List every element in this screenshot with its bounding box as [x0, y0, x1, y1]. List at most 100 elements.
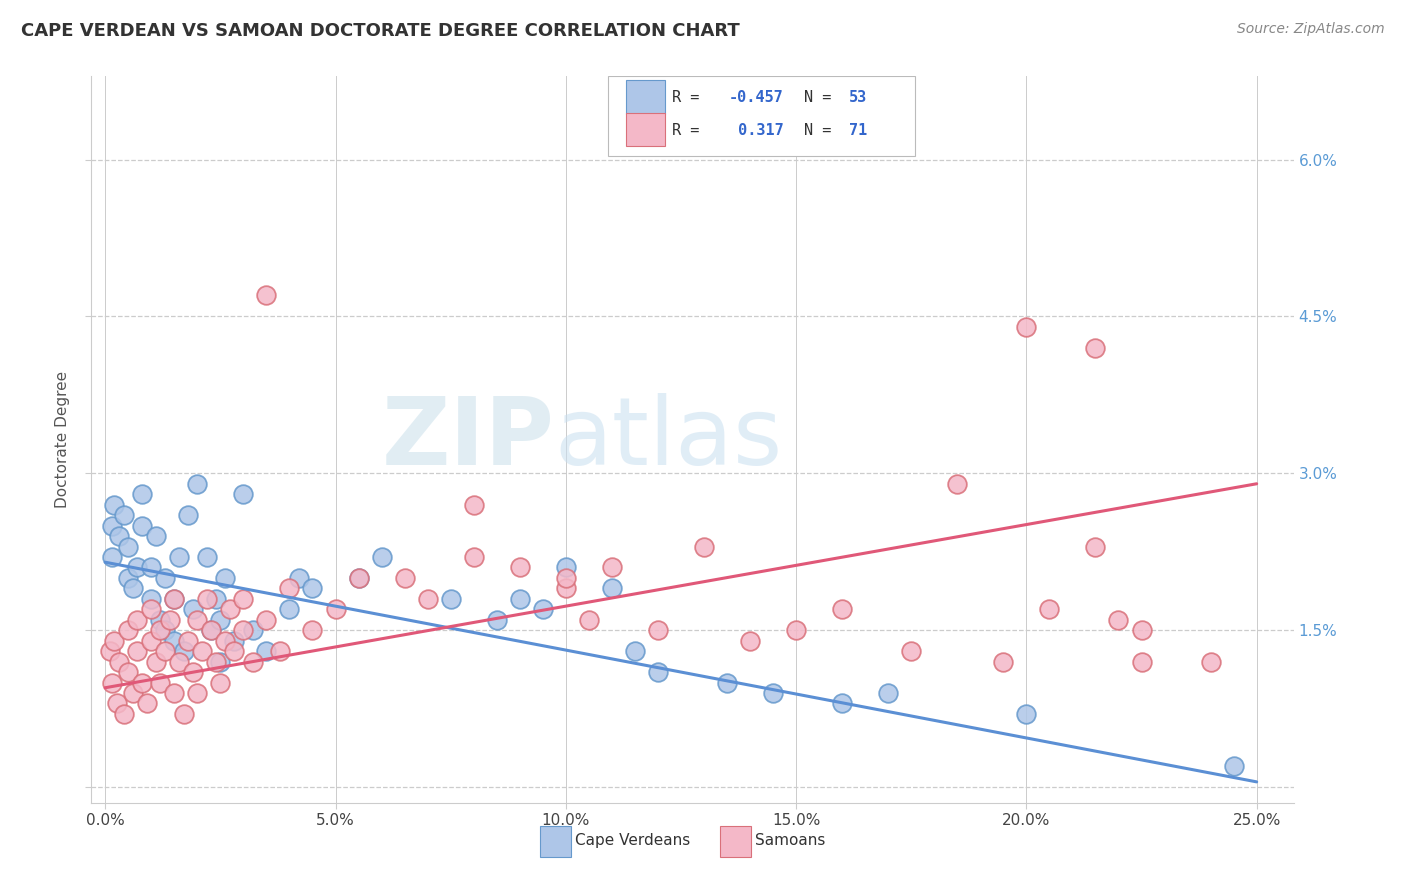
Point	[153, 624, 176, 638]
Point	[1222, 759, 1244, 773]
FancyBboxPatch shape	[720, 826, 751, 856]
Point	[1084, 341, 1107, 355]
Point	[1038, 602, 1060, 616]
Point	[218, 602, 240, 616]
Point	[105, 697, 128, 711]
Point	[946, 476, 969, 491]
Point	[101, 518, 124, 533]
Point	[173, 644, 195, 658]
Point	[141, 591, 163, 606]
Point	[112, 706, 135, 721]
Text: ZIP: ZIP	[381, 393, 554, 485]
Point	[716, 675, 738, 690]
FancyBboxPatch shape	[609, 76, 915, 156]
Point	[186, 613, 208, 627]
Point	[141, 560, 163, 574]
Point	[145, 655, 167, 669]
Point	[127, 613, 149, 627]
Point	[127, 644, 149, 658]
Point	[98, 644, 121, 658]
Y-axis label: Doctorate Degree: Doctorate Degree	[55, 371, 70, 508]
Point	[1199, 655, 1222, 669]
Point	[153, 571, 176, 585]
Point	[149, 624, 172, 638]
Point	[195, 591, 218, 606]
Point	[127, 560, 149, 574]
Point	[101, 675, 124, 690]
Point	[204, 655, 226, 669]
Point	[163, 591, 186, 606]
Point	[624, 644, 647, 658]
Point	[877, 686, 900, 700]
Point	[117, 665, 139, 679]
Point	[195, 549, 218, 564]
Point	[993, 655, 1015, 669]
Point	[232, 624, 254, 638]
Point	[141, 602, 163, 616]
Text: R =: R =	[672, 90, 709, 105]
Point	[578, 613, 600, 627]
Point	[600, 582, 623, 596]
Point	[103, 633, 125, 648]
Text: 53: 53	[849, 90, 868, 105]
Point	[1015, 706, 1038, 721]
Point	[232, 591, 254, 606]
Point	[200, 624, 222, 638]
Point	[554, 582, 576, 596]
Text: 0.317: 0.317	[728, 123, 783, 138]
Point	[485, 613, 508, 627]
Point	[200, 624, 222, 638]
Text: 71: 71	[849, 123, 868, 138]
Point	[531, 602, 554, 616]
Point	[325, 602, 347, 616]
Point	[153, 644, 176, 658]
Text: Cape Verdeans: Cape Verdeans	[575, 833, 690, 848]
Point	[831, 697, 853, 711]
Point	[149, 675, 172, 690]
Point	[121, 582, 143, 596]
Point	[181, 602, 204, 616]
Point	[131, 487, 153, 501]
Point	[163, 591, 186, 606]
Text: N =: N =	[804, 123, 841, 138]
Point	[177, 508, 200, 523]
Point	[347, 571, 370, 585]
Point	[278, 582, 301, 596]
Point	[214, 633, 236, 648]
Point	[135, 697, 157, 711]
Point	[117, 540, 139, 554]
Point	[101, 549, 124, 564]
Point	[278, 602, 301, 616]
Point	[108, 655, 131, 669]
Point	[509, 591, 531, 606]
Point	[163, 633, 186, 648]
Point	[1084, 540, 1107, 554]
Point	[900, 644, 922, 658]
Point	[1015, 319, 1038, 334]
Point	[738, 633, 761, 648]
Point	[242, 655, 264, 669]
FancyBboxPatch shape	[626, 80, 665, 113]
FancyBboxPatch shape	[626, 113, 665, 146]
Point	[647, 624, 669, 638]
Point	[167, 655, 190, 669]
Point	[214, 571, 236, 585]
Point	[509, 560, 531, 574]
Point	[209, 613, 232, 627]
Point	[204, 591, 226, 606]
Point	[181, 665, 204, 679]
Point	[224, 633, 246, 648]
Point	[121, 686, 143, 700]
Text: N =: N =	[804, 90, 841, 105]
Point	[301, 582, 323, 596]
Point	[347, 571, 370, 585]
Point	[1108, 613, 1130, 627]
Point	[163, 686, 186, 700]
Point	[186, 476, 208, 491]
Point	[224, 644, 246, 658]
Point	[762, 686, 785, 700]
Text: Samoans: Samoans	[755, 833, 825, 848]
Point	[1130, 655, 1153, 669]
Point	[141, 633, 163, 648]
Point	[112, 508, 135, 523]
